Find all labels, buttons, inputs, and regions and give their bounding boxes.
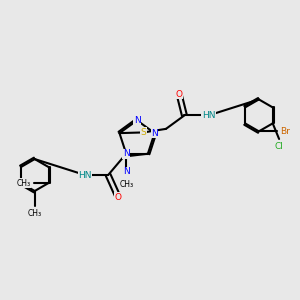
Text: Br: Br — [280, 127, 290, 136]
Text: N: N — [123, 149, 130, 158]
Text: N: N — [151, 129, 158, 138]
Text: HN: HN — [78, 170, 92, 179]
Text: CH₃: CH₃ — [119, 180, 133, 189]
Text: O: O — [115, 193, 122, 202]
Text: Cl: Cl — [275, 142, 284, 151]
Text: S: S — [141, 128, 146, 137]
Text: N: N — [134, 116, 140, 125]
Text: N: N — [123, 167, 130, 176]
Text: HN: HN — [202, 111, 215, 120]
Text: CH₃: CH₃ — [17, 178, 31, 188]
Text: O: O — [176, 90, 183, 99]
Text: CH₃: CH₃ — [28, 209, 42, 218]
